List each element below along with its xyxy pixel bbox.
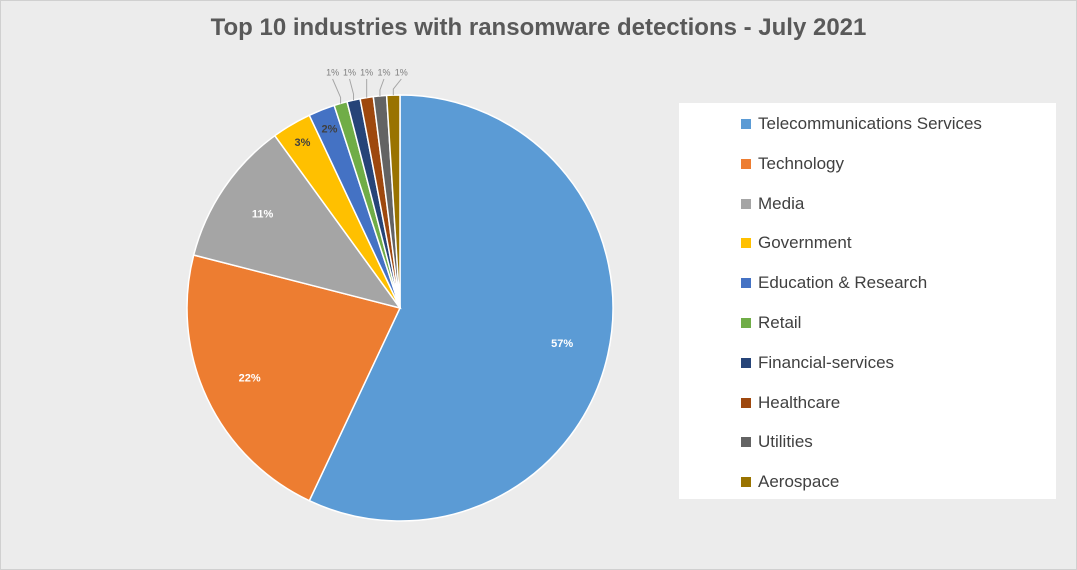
pie-slice-technology (186, 254, 402, 502)
legend-label: Telecommunications Services (758, 114, 982, 133)
legend-swatch (741, 198, 751, 209)
leader-line (332, 78, 342, 104)
legend: Telecommunications Services Technology Med… (679, 103, 1056, 499)
data-label: 3% (294, 137, 310, 149)
legend-item: Financial-services (741, 352, 894, 374)
legend-label: Technology (758, 153, 845, 173)
data-label: 1% (343, 67, 356, 77)
legend-item: Education & Research (741, 272, 927, 294)
legend-swatch (741, 158, 751, 169)
legend-item: Media (741, 193, 804, 215)
pie-slice-telecommunications-services (308, 94, 614, 522)
leader-line (379, 78, 385, 96)
data-label: 11% (252, 209, 274, 221)
legend-label: Healthcare (758, 392, 841, 412)
data-label: 1% (326, 67, 339, 77)
chart-title: Top 10 industries with ransomware detect… (210, 14, 867, 41)
legend-item: Government (741, 232, 852, 254)
legend-label: Utilities (758, 432, 813, 452)
legend-label: Retail (758, 313, 802, 332)
leader-line (349, 78, 355, 101)
legend-label: Aerospace (758, 472, 840, 492)
data-label: 22% (239, 373, 261, 385)
legend-item: Utilities (741, 431, 813, 453)
legend-item: Aerospace (741, 471, 839, 493)
legend-item: Telecommunications Services (741, 113, 982, 135)
legend-swatch (741, 318, 751, 328)
legend-swatch (741, 238, 751, 249)
legend-swatch (741, 477, 751, 488)
legend-label: Government (758, 233, 852, 253)
legend-swatch (741, 357, 751, 368)
legend-label: Financial-services (758, 352, 895, 372)
data-label: 1% (395, 67, 408, 77)
data-label: 2% (321, 124, 337, 136)
legend-swatch (741, 397, 751, 408)
legend-label: Media (758, 193, 805, 213)
legend-swatch (741, 119, 751, 129)
data-label: 57% (551, 338, 573, 350)
data-label: 1% (377, 67, 390, 77)
legend-item: Healthcare (741, 392, 840, 414)
legend-item: Technology (741, 153, 844, 175)
pie-slice-media (192, 134, 402, 310)
legend-swatch (741, 437, 751, 448)
legend-item: Retail (741, 312, 801, 334)
legend-swatch (741, 278, 751, 289)
legend-label: Education & Research (758, 273, 928, 293)
data-label: 1% (360, 67, 373, 77)
leader-line (392, 78, 402, 96)
